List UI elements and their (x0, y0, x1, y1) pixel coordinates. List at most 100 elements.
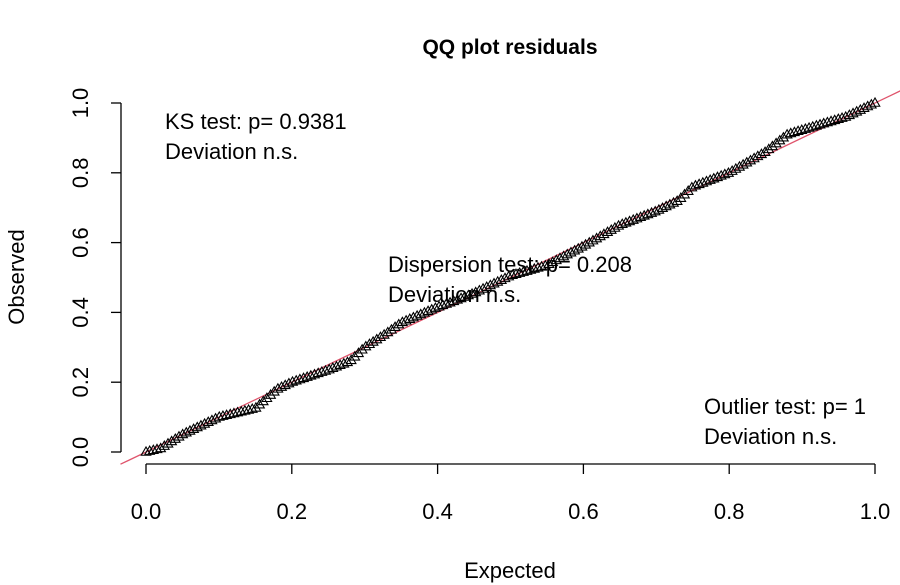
x-tick-label: 0.6 (568, 499, 599, 524)
data-point (836, 111, 848, 122)
data-points (140, 96, 881, 456)
data-point (517, 265, 530, 276)
data-point (763, 143, 775, 154)
data-point (785, 127, 797, 138)
data-point (286, 375, 299, 386)
data-point (264, 388, 277, 399)
data-point (700, 175, 713, 186)
data-point (308, 368, 321, 379)
data-point (631, 212, 643, 223)
data-point (704, 173, 716, 184)
data-point (367, 335, 379, 346)
data-point (612, 219, 625, 230)
data-point (319, 364, 332, 375)
data-point (385, 323, 398, 334)
y-tick-label: 0.8 (68, 158, 93, 189)
data-point (825, 115, 837, 126)
data-point (235, 405, 247, 416)
data-point (147, 444, 160, 455)
data-point (715, 169, 727, 180)
data-point (250, 401, 262, 412)
data-point (407, 311, 420, 322)
data-point (268, 385, 280, 396)
data-point (455, 292, 467, 303)
x-tick-label: 0.0 (131, 499, 162, 524)
data-point (422, 305, 434, 316)
data-point (697, 176, 709, 187)
data-point (217, 410, 229, 420)
data-point (645, 206, 658, 217)
data-point (239, 404, 251, 415)
data-point (165, 435, 178, 446)
y-tick-label: 0.0 (68, 437, 93, 468)
data-point (389, 321, 401, 332)
data-point (411, 309, 423, 320)
data-point (634, 211, 647, 222)
data-point (418, 306, 431, 317)
data-point (708, 172, 720, 183)
data-point (616, 218, 628, 229)
data-point (363, 338, 376, 349)
data-point (371, 333, 383, 344)
data-point (766, 140, 779, 151)
x-axis-label: Expected (464, 558, 556, 583)
data-point (506, 269, 519, 280)
data-point (682, 185, 694, 195)
data-point (242, 403, 255, 414)
data-point (513, 267, 526, 277)
data-point (261, 392, 273, 403)
data-point (711, 171, 724, 182)
dispersion-test-annotation: Dispersion test: p= 0.208 Deviation n.s. (388, 252, 632, 307)
data-point (426, 303, 438, 314)
data-point (770, 137, 782, 148)
data-point (415, 308, 427, 319)
data-point (528, 262, 541, 273)
data-point (352, 347, 365, 358)
data-point (693, 178, 705, 189)
chart-title: QQ plot residuals (422, 36, 597, 59)
data-point (301, 370, 313, 381)
ks-test-text: KS test: p= 0.9381 (165, 109, 347, 134)
data-point (209, 412, 222, 423)
y-tick-label: 0.6 (68, 227, 93, 258)
data-point (374, 331, 387, 342)
data-point (437, 299, 449, 310)
data-point (356, 343, 368, 354)
data-point (349, 350, 361, 361)
y-axis-label: Observed (4, 229, 29, 324)
data-point (535, 260, 548, 271)
data-point (224, 408, 236, 419)
x-tick-label: 0.4 (422, 499, 453, 524)
x-tick-label: 0.2 (277, 499, 308, 524)
data-point (444, 296, 456, 307)
outlier-deviation-text: Deviation n.s. (704, 424, 837, 449)
data-point (678, 188, 691, 199)
data-point (360, 340, 372, 351)
data-point (323, 363, 335, 374)
data-point (330, 360, 343, 371)
data-point (620, 216, 632, 227)
data-point (143, 445, 156, 455)
data-point (675, 192, 687, 202)
y-tick-label: 0.2 (68, 367, 93, 398)
data-point (671, 195, 683, 205)
data-point (502, 270, 515, 281)
data-point (755, 148, 768, 159)
data-point (796, 124, 808, 134)
data-point (305, 369, 317, 380)
data-point (228, 407, 240, 418)
y-tick-label: 0.4 (68, 297, 93, 328)
x-tick-label: 1.0 (860, 499, 891, 524)
data-point (378, 328, 390, 339)
dispersion-deviation-text: Deviation n.s. (388, 282, 521, 307)
data-point (799, 122, 812, 133)
data-point (213, 410, 225, 421)
data-point (642, 208, 654, 219)
data-point (499, 272, 511, 283)
data-point (231, 406, 244, 417)
data-point (524, 263, 537, 274)
ks-deviation-text: Deviation n.s. (165, 139, 298, 164)
data-point (451, 293, 464, 304)
data-point (788, 126, 801, 137)
data-point (345, 354, 357, 365)
